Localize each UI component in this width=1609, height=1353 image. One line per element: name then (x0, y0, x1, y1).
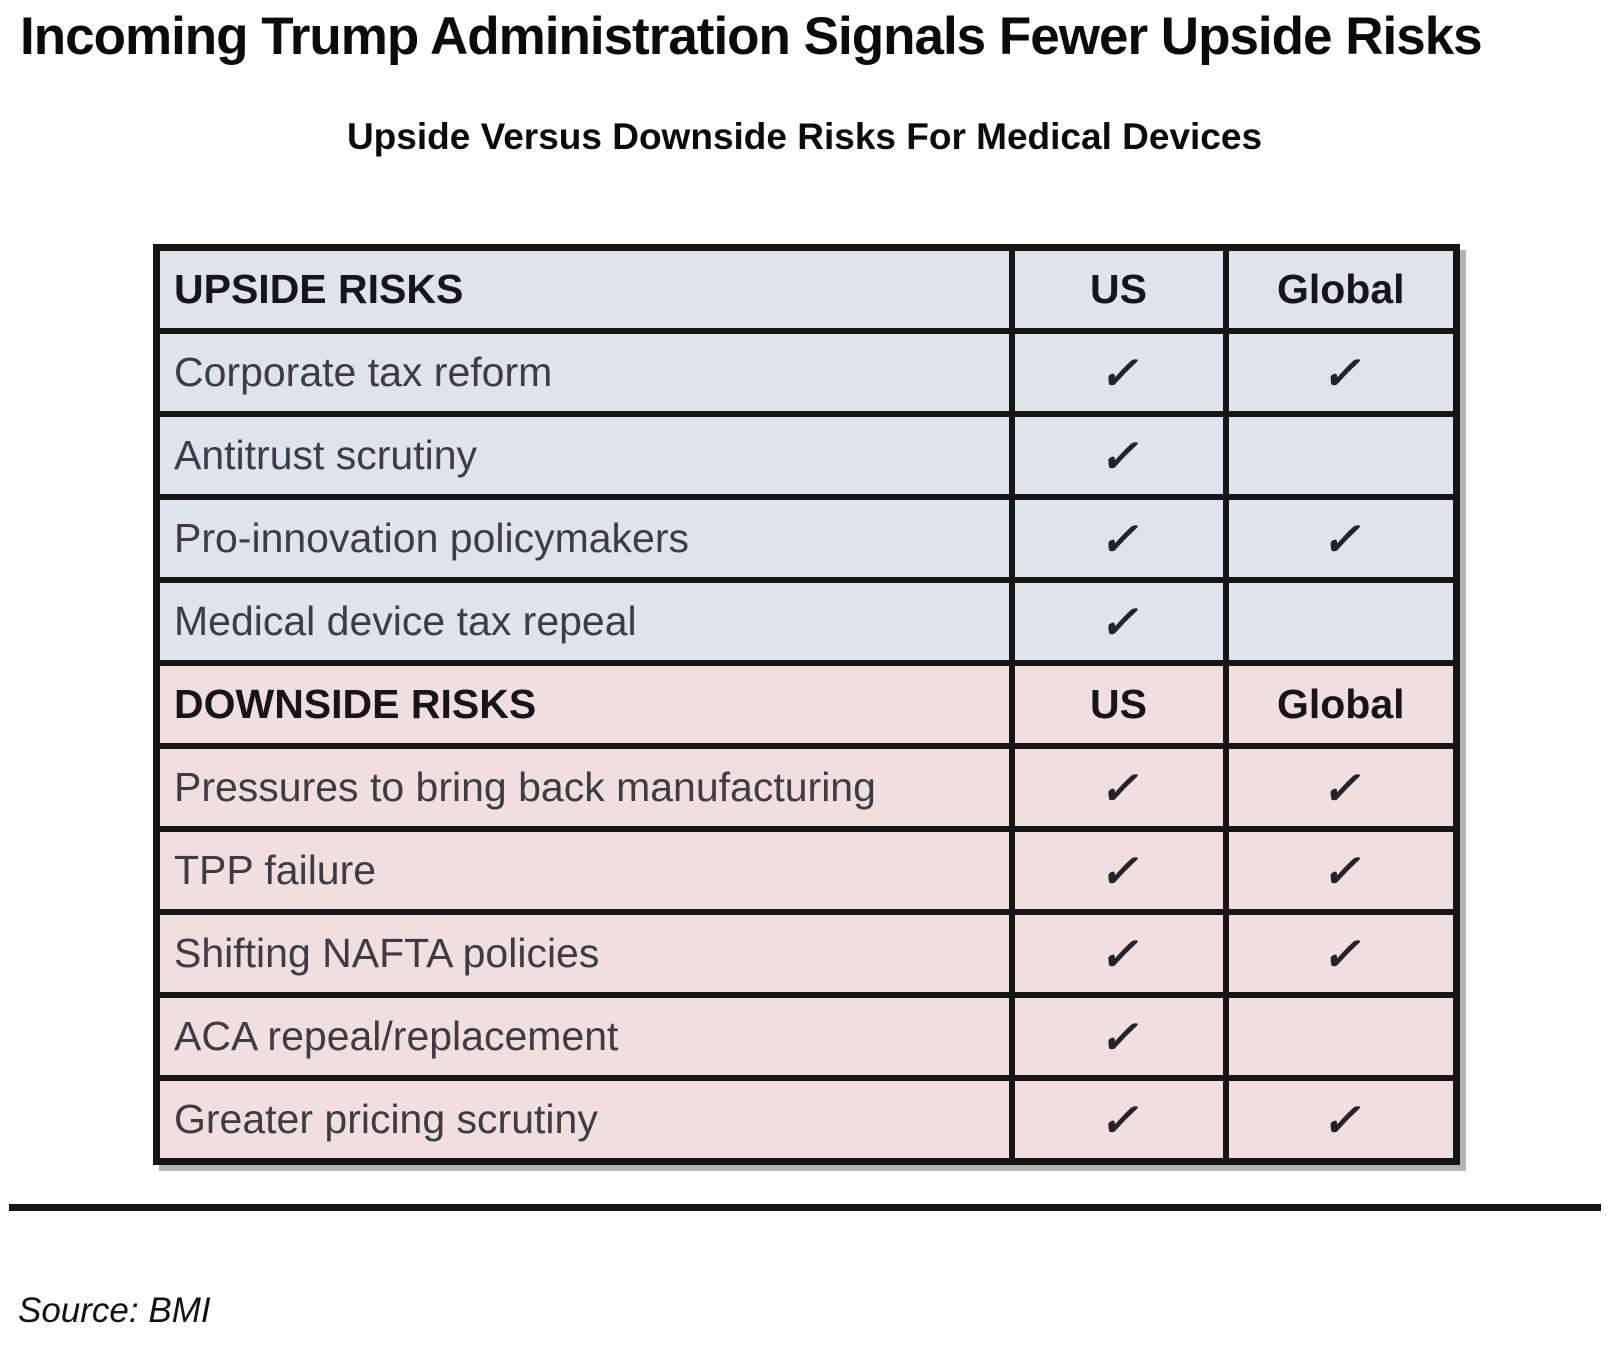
global-check-cell (1222, 411, 1460, 501)
check-icon: ✓ (1321, 844, 1361, 897)
report-figure: Incoming Trump Administration Signals Fe… (0, 7, 1609, 1353)
global-check-cell: ✓ (1222, 494, 1460, 584)
global-check-cell (1222, 577, 1460, 667)
risk-label: Pressures to bring back manufacturing (153, 743, 1015, 833)
upside-column-header-us: US (1008, 244, 1229, 335)
check-icon: ✓ (1099, 346, 1138, 399)
us-check-cell: ✓ (1008, 328, 1229, 418)
risk-label: Corporate tax reform (153, 328, 1015, 418)
risk-label: ACA repeal/replacement (153, 992, 1015, 1082)
source-note: Source: BMI (18, 1291, 211, 1331)
check-icon: ✓ (1321, 346, 1361, 399)
check-icon: ✓ (1099, 429, 1138, 482)
downside-column-header-us: US (1008, 660, 1229, 750)
risk-label: TPP failure (153, 826, 1015, 916)
risk-label: Antitrust scrutiny (153, 411, 1015, 501)
check-icon: ✓ (1099, 844, 1138, 897)
us-check-cell: ✓ (1008, 992, 1229, 1082)
us-check-cell: ✓ (1008, 826, 1229, 916)
risks-table-body: UPSIDE RISKS US Global Corporate tax reform… (153, 244, 1460, 1165)
downside-table-row: Pressures to bring back manufacturing ✓ ✓ (153, 743, 1460, 833)
check-icon: ✓ (1321, 512, 1361, 565)
global-check-cell (1222, 992, 1460, 1082)
check-icon: ✓ (1099, 761, 1138, 814)
downside-column-header-global: Global (1222, 660, 1460, 750)
downside-section-title: DOWNSIDE RISKS (153, 660, 1015, 750)
downside-table-row: Greater pricing scrutiny ✓ ✓ (153, 1075, 1460, 1165)
downside-table-row: Shifting NAFTA policies ✓ ✓ (153, 909, 1460, 999)
check-icon: ✓ (1099, 595, 1138, 648)
check-icon: ✓ (1099, 1093, 1138, 1146)
check-icon: ✓ (1321, 1093, 1361, 1146)
global-check-cell: ✓ (1222, 826, 1460, 916)
check-icon: ✓ (1099, 927, 1138, 980)
us-check-cell: ✓ (1008, 743, 1229, 833)
upside-table-row: Pro-innovation policymakers ✓ ✓ (153, 494, 1460, 584)
us-check-cell: ✓ (1008, 577, 1229, 667)
global-check-cell: ✓ (1222, 1075, 1460, 1165)
check-icon: ✓ (1099, 512, 1138, 565)
upside-header-row: UPSIDE RISKS US Global (153, 244, 1460, 335)
downside-table-row: ACA repeal/replacement ✓ (153, 992, 1460, 1082)
risk-label: Pro-innovation policymakers (153, 494, 1015, 584)
global-check-cell: ✓ (1222, 328, 1460, 418)
global-check-cell: ✓ (1222, 743, 1460, 833)
upside-table-row: Medical device tax repeal ✓ (153, 577, 1460, 667)
risk-label: Greater pricing scrutiny (153, 1075, 1015, 1165)
upside-section-title: UPSIDE RISKS (153, 244, 1015, 335)
risk-label: Shifting NAFTA policies (153, 909, 1015, 999)
us-check-cell: ✓ (1008, 1075, 1229, 1165)
check-icon: ✓ (1321, 761, 1361, 814)
downside-header-row: DOWNSIDE RISKS US Global (153, 660, 1460, 750)
upside-column-header-global: Global (1222, 244, 1460, 335)
us-check-cell: ✓ (1008, 494, 1229, 584)
table-title: Upside Versus Downside Risks For Medical… (346, 116, 1263, 158)
upside-table-row: Corporate tax reform ✓ ✓ (153, 328, 1460, 418)
us-check-cell: ✓ (1008, 909, 1229, 999)
bottom-divider (9, 1204, 1601, 1212)
global-check-cell: ✓ (1222, 909, 1460, 999)
upside-table-row: Antitrust scrutiny ✓ (153, 411, 1460, 501)
risks-table: UPSIDE RISKS US Global Corporate tax reform… (153, 244, 1460, 1166)
check-icon: ✓ (1099, 1010, 1138, 1063)
downside-table-row: TPP failure ✓ ✓ (153, 826, 1460, 916)
check-icon: ✓ (1321, 927, 1361, 980)
us-check-cell: ✓ (1008, 411, 1229, 501)
figure-title: Incoming Trump Administration Signals Fe… (20, 7, 1483, 66)
risk-label: Medical device tax repeal (153, 577, 1015, 667)
